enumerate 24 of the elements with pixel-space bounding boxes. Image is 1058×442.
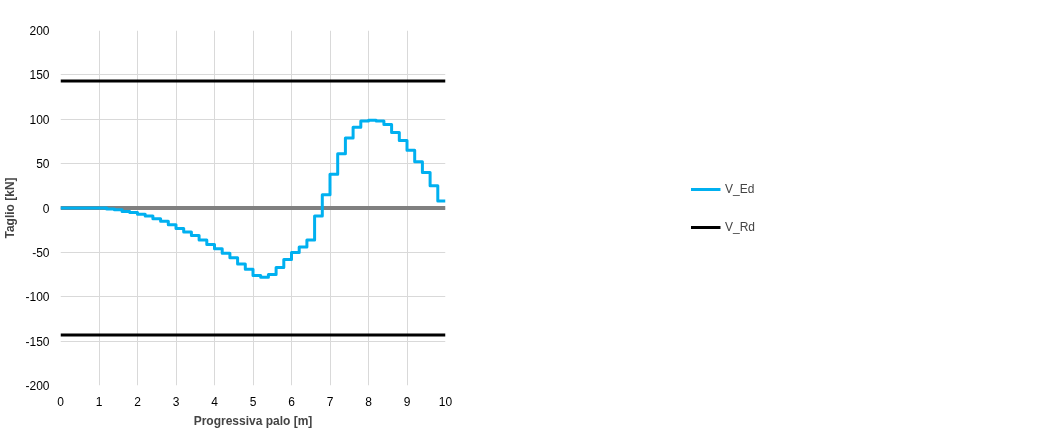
y-tick-label: 50 xyxy=(36,157,50,172)
y-tick-label: 150 xyxy=(29,68,50,83)
y-tick-label: 200 xyxy=(29,24,50,38)
x-tick-label: 2 xyxy=(134,394,142,409)
x-tick-label: 6 xyxy=(288,394,296,409)
y-tick-label: -200 xyxy=(25,379,50,393)
x-tick-label: 9 xyxy=(403,394,411,409)
x-tick-label: 8 xyxy=(365,394,373,409)
y-tick-label: -50 xyxy=(32,245,50,260)
legend-label: V_Rd xyxy=(724,219,756,234)
x-axis-title: Progressiva palo [m] xyxy=(193,413,313,428)
x-tick-label: 5 xyxy=(249,394,257,409)
x-tick-label: 1 xyxy=(95,394,103,409)
legend-label: V_Ed xyxy=(724,181,755,196)
x-tick-label: 3 xyxy=(172,394,180,409)
y-tick-label: 100 xyxy=(29,112,50,127)
x-tick-label: 0 xyxy=(57,394,65,409)
x-tick-label: 4 xyxy=(211,394,219,409)
y-tick-label: -100 xyxy=(25,290,50,305)
y-axis-title: Taglio [kN] xyxy=(3,177,18,239)
y-tick-label: 0 xyxy=(42,201,50,216)
x-tick-label: 7 xyxy=(326,394,334,409)
x-tick-label: 10 xyxy=(438,394,453,409)
y-tick-label: -150 xyxy=(25,334,50,349)
